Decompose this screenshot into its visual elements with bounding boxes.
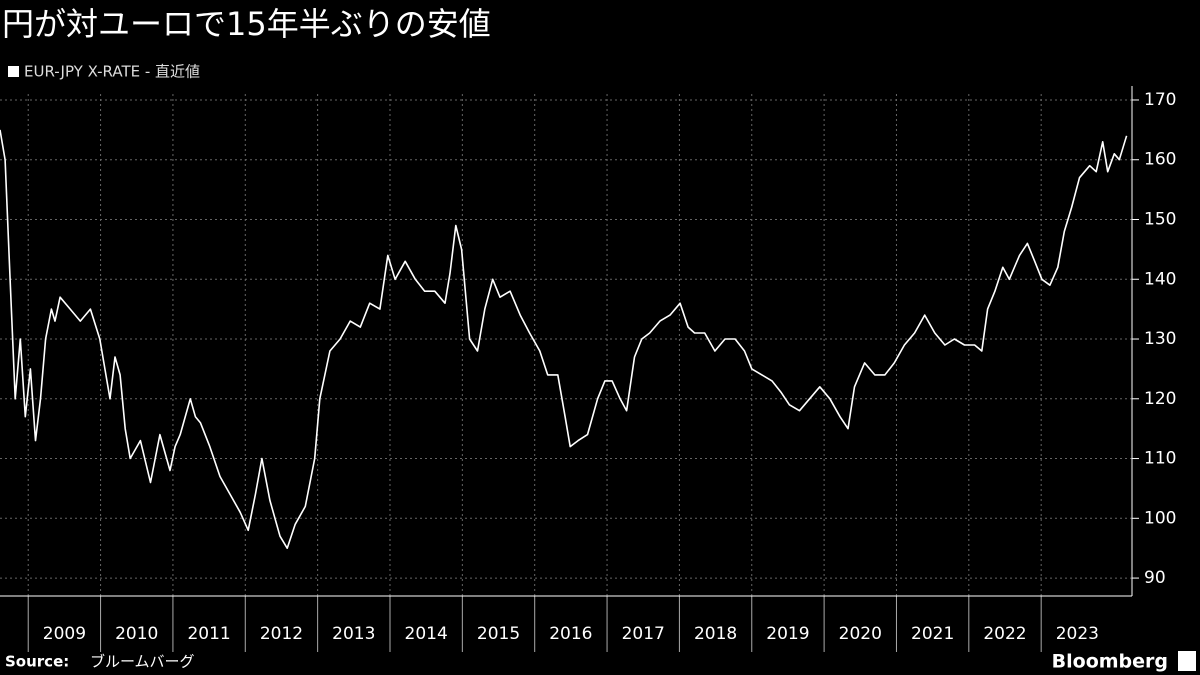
y-tick-label: 170	[1144, 90, 1176, 110]
x-tick-label: 2010	[115, 624, 158, 644]
x-tick-label: 2021	[911, 624, 954, 644]
y-tick-label: 110	[1144, 449, 1176, 469]
y-tick-label: 130	[1144, 329, 1176, 349]
line	[0, 129, 1128, 549]
x-tick-label: 2020	[839, 624, 882, 644]
source-label: Source:	[5, 653, 69, 671]
x-tick-label: 2013	[332, 624, 375, 644]
brand-logo: Bloomberg	[1052, 651, 1168, 673]
x-tick-label: 2022	[983, 624, 1026, 644]
x-tick-label: 2015	[477, 624, 520, 644]
y-tick-label: 160	[1144, 150, 1176, 170]
x-tick-label: 2014	[405, 624, 448, 644]
y-tick-label: 100	[1144, 508, 1176, 528]
y-tick-label: 150	[1144, 210, 1176, 230]
x-tick-label: 2017	[622, 624, 665, 644]
x-tick-label: 2023	[1056, 624, 1099, 644]
y-tick-label: 120	[1144, 389, 1176, 409]
y-tick-label: 90	[1144, 568, 1166, 588]
x-tick-label: 2016	[549, 624, 592, 644]
source: ブルームバーグ	[90, 653, 195, 671]
y-tick-label: 140	[1144, 269, 1176, 289]
x-tick-label: 2018	[694, 624, 737, 644]
x-tick-label: 2012	[260, 624, 303, 644]
chart-title: 円が対ユーロで15年半ぶりの安値	[2, 5, 491, 43]
legend-swatch	[8, 66, 19, 77]
x-tick-label: 2019	[766, 624, 809, 644]
legend-label: EUR-JPY X-RATE - 直近値	[24, 63, 200, 81]
x-tick-label: 2009	[43, 624, 86, 644]
brand-icon	[1178, 651, 1196, 671]
x-tick-label: 2011	[187, 624, 230, 644]
